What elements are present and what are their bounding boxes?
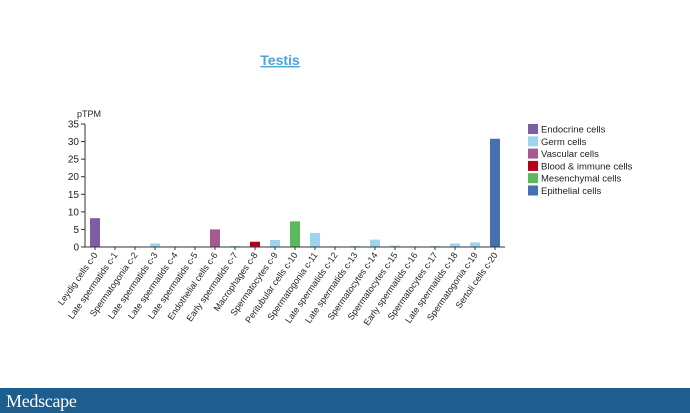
y-tick-label: 15 (68, 190, 80, 201)
y-tick-label: 0 (73, 243, 79, 254)
bar (210, 229, 220, 247)
medscape-logo: Medscape (6, 391, 77, 411)
bar (350, 245, 360, 247)
bar (370, 239, 380, 247)
legend-label: Mesenchymal cells (541, 174, 621, 185)
bar (490, 138, 500, 247)
bar (310, 232, 320, 247)
legend-label: Blood & immune cells (541, 161, 633, 172)
legend-swatch (528, 148, 538, 159)
bar (270, 239, 280, 247)
y-tick-label: 35 (68, 120, 80, 131)
bar (230, 245, 240, 247)
bar (390, 245, 400, 247)
bar (430, 245, 440, 247)
bar (90, 218, 100, 247)
legend-swatch (528, 185, 538, 196)
y-axis-label: pTPM (77, 109, 101, 119)
footer-bar: Medscape (0, 388, 690, 413)
legend-swatch (528, 173, 538, 184)
y-axis: 0 5 10 15 20 25 30 35 (68, 120, 86, 254)
bar (290, 221, 300, 247)
y-tick-label: 10 (68, 207, 80, 218)
y-tick-label: 5 (73, 225, 79, 236)
legend-label: Germ cells (541, 137, 587, 148)
y-tick-label: 20 (68, 172, 80, 183)
bar (250, 241, 260, 247)
legend-swatch (528, 136, 538, 147)
y-tick-label: 30 (68, 137, 80, 148)
legend-swatch (528, 124, 538, 134)
legend-label: Vascular cells (541, 149, 599, 160)
bars (90, 138, 500, 247)
legend-label: Endocrine cells (541, 125, 606, 136)
bar-chart: Testis pTPM 0 5 10 15 20 25 30 35 Leydig cells … (56, 52, 633, 327)
legend-label: Epithelial cells (541, 186, 601, 197)
bar (470, 242, 480, 247)
bar (450, 243, 460, 247)
chart-title: Testis (260, 52, 300, 68)
y-tick-label: 25 (68, 155, 80, 166)
bar (150, 243, 160, 247)
legend-swatch (528, 160, 538, 171)
